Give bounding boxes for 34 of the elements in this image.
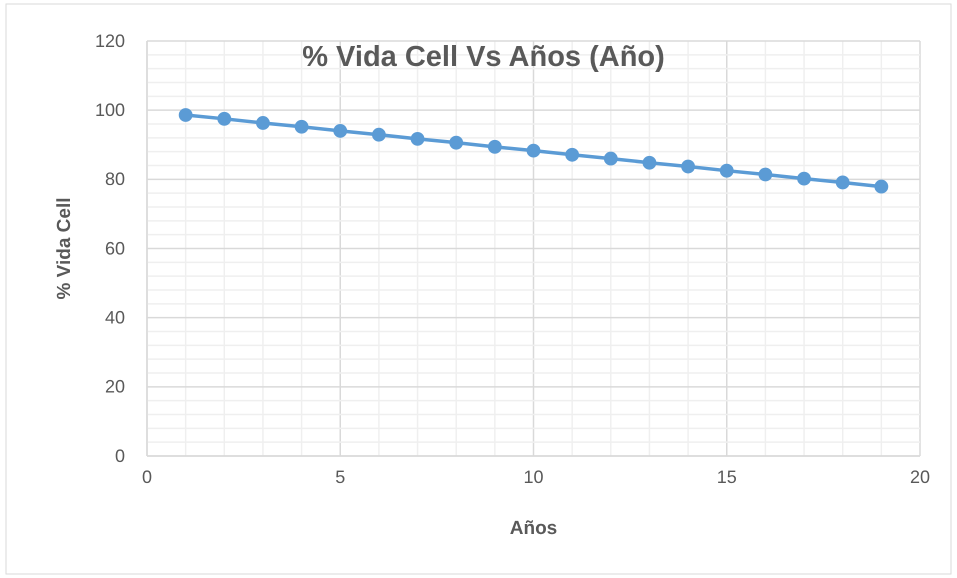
point (217, 112, 232, 126)
x-axis-title: Años (510, 518, 558, 539)
point (178, 108, 193, 122)
y-axis-title: % Vida Cell (54, 197, 75, 300)
point (526, 144, 540, 158)
point (294, 120, 309, 134)
point (642, 156, 656, 170)
point (410, 132, 424, 146)
point (449, 136, 464, 150)
point (256, 116, 270, 130)
point (333, 124, 348, 138)
point (604, 152, 618, 166)
y-tick-label: 60 (104, 238, 125, 258)
x-tick-label: 5 (335, 466, 346, 487)
point (797, 172, 811, 186)
chart-title: % Vida Cell Vs Años (Año) (302, 41, 665, 73)
y-tick-label: 0 (114, 446, 125, 466)
point (836, 176, 850, 190)
point (565, 148, 580, 162)
y-tick-label: 20 (104, 376, 125, 397)
point (488, 140, 502, 154)
y-tick-label: 120 (94, 30, 125, 51)
point (720, 164, 734, 178)
y-tick-label: 40 (104, 307, 125, 328)
point (681, 160, 696, 174)
y-tick-label: 100 (94, 100, 125, 120)
point (874, 180, 888, 194)
point (758, 168, 772, 182)
point (372, 128, 386, 142)
y-tick-label: 80 (104, 169, 125, 190)
x-tick-label: 20 (910, 466, 930, 487)
x-tick-label: 10 (523, 466, 544, 487)
x-tick-label: 15 (716, 466, 737, 487)
x-tick-label: 0 (142, 466, 152, 487)
